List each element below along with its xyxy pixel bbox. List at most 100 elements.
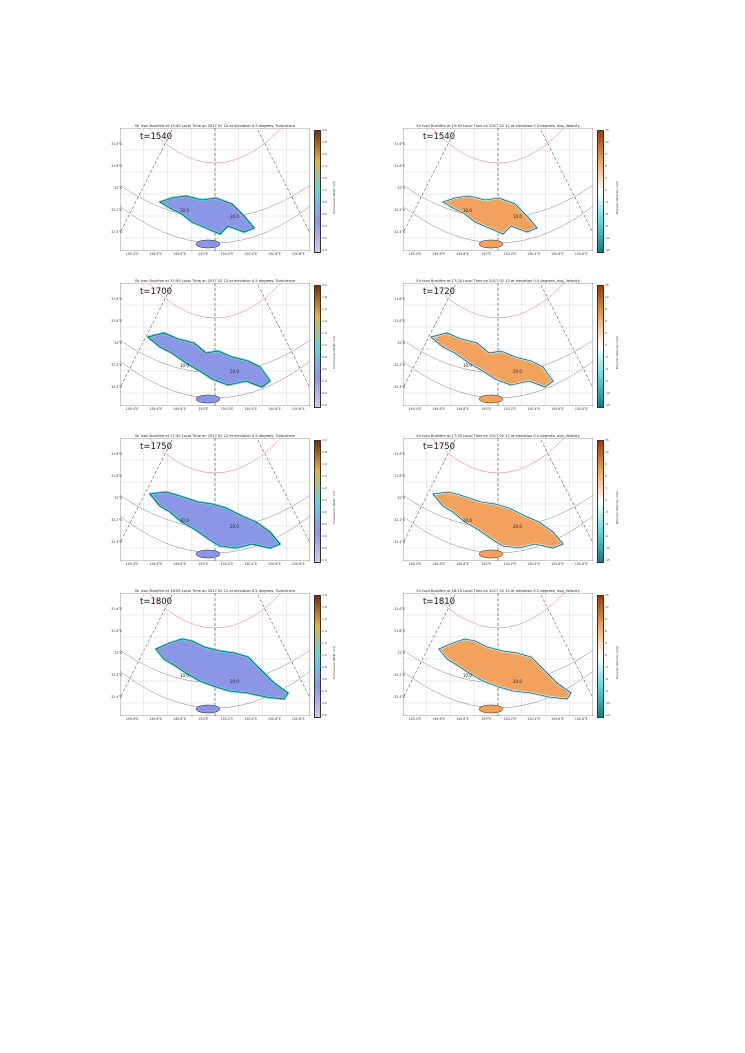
latitude-label: 32°S [114, 651, 122, 655]
contour-label: 10.0 [180, 518, 189, 523]
latitude-label: 32.2°S [111, 518, 122, 522]
velocity-panel: Sir Ivan Bushfire at 18:10 Local Time on… [394, 589, 619, 731]
panel-title: Sir Ivan Bushfire at 18:10 Local Time on… [416, 589, 580, 593]
colorbar-tick: 2.0 [322, 283, 327, 287]
latitude-label: 32.4°S [394, 540, 405, 544]
colorbar-tick: 0 [605, 498, 607, 502]
colorbar-tick: 0.8 [322, 510, 327, 514]
colorbar-tick: 0.4 [322, 534, 327, 538]
time-label: t=1750 [423, 442, 456, 452]
colorbar-tick: 0.2 [322, 546, 327, 550]
colorbar-tick: -6 [605, 677, 608, 681]
colorbar-tick: 0 [605, 188, 607, 192]
colorbar-tick: -9 [605, 689, 608, 693]
colorbar-tick: 3 [605, 331, 607, 335]
longitude-label: 150°E [481, 562, 492, 566]
latitude-label: 31.6°S [111, 142, 122, 146]
longitude-label: 150°E [198, 562, 209, 566]
plume-contour [155, 638, 289, 700]
longitude-label: 150.4°E [527, 562, 541, 566]
time-label: t=1810 [423, 597, 456, 607]
longitude-label: 149.6°E [149, 717, 163, 721]
colorbar-label: Doppler Velocity (m/s) [615, 335, 619, 369]
time-label: t=1750 [140, 442, 173, 452]
colorbar-tick: 0.8 [322, 200, 327, 204]
colorbar-tick: 1.8 [322, 450, 327, 454]
contour-label: 10.0 [180, 673, 189, 678]
colorbar-tick: 0 [605, 653, 607, 657]
latitude-label: 31.6°S [111, 297, 122, 301]
plume-contour [442, 195, 538, 235]
longitude-label: 149.4°E [125, 562, 139, 566]
plume-fragment [478, 704, 504, 714]
colorbar-tick: 1.4 [322, 474, 327, 478]
colorbar-tick: 15 [605, 593, 609, 597]
latitude-label: 32°S [397, 496, 405, 500]
plume-contour [149, 491, 281, 549]
plume-fragment [195, 239, 221, 249]
colorbar-tick: 0.6 [322, 677, 327, 681]
longitude-label: 150.2°E [220, 562, 234, 566]
longitude-label: 149.8°E [173, 407, 186, 411]
sector-line [120, 284, 173, 389]
colorbar-tick: 1.0 [322, 653, 327, 657]
longitude-label: 150.2°E [503, 407, 517, 411]
longitude-label: 149.6°E [149, 562, 163, 566]
longitude-label: 150.8°E [574, 562, 588, 566]
longitude-label: 150.6°E [268, 252, 281, 256]
longitude-label: 150.8°E [291, 407, 305, 411]
panel-title: Sir Ivan Bushfire at 17:50 Local Time on… [134, 434, 296, 438]
velocity-panel: Sir Ivan Bushfire at 17:20 Local Time on… [394, 279, 619, 421]
sector-line [540, 284, 593, 389]
colorbar [597, 440, 604, 563]
colorbar-tick: -12 [605, 236, 610, 240]
sector-line [403, 284, 456, 389]
longitude-label: 150.4°E [244, 407, 258, 411]
panel-title: Sir Ivan Bushfire at 17:00 Local Time on… [134, 279, 296, 283]
sector-line [540, 594, 593, 699]
longitude-label: 149.8°E [173, 252, 186, 256]
colorbar-tick: 15 [605, 128, 609, 132]
range-ring [148, 593, 282, 629]
longitude-label: 149.6°E [149, 252, 163, 256]
contour-label: 10.0 [513, 214, 522, 219]
colorbar-tick: 0.2 [322, 701, 327, 705]
colorbar-tick: 0.2 [322, 236, 327, 240]
longitude-label: 150.6°E [551, 252, 564, 256]
longitude-label: 149.4°E [125, 252, 139, 256]
colorbar-tick: 0.6 [322, 522, 327, 526]
latitude-label: 31.6°S [111, 452, 122, 456]
colorbar-tick: -6 [605, 212, 608, 216]
contour-label: 10.0 [230, 214, 239, 219]
latitude-label: 32.4°S [111, 540, 122, 544]
range-ring [431, 593, 565, 629]
longitude-label: 150.4°E [244, 562, 258, 566]
colorbar [597, 595, 604, 718]
plume-fragment [478, 549, 504, 559]
colorbar-tick: 2.0 [322, 593, 327, 597]
colorbar-tick: -3 [605, 200, 608, 204]
latitude-label: 32.2°S [111, 673, 122, 677]
latitude-label: 31.8°S [394, 629, 405, 633]
contour-label: 20.0 [513, 369, 522, 374]
longitude-label: 150.6°E [268, 562, 281, 566]
latitude-label: 32°S [397, 341, 405, 345]
panel-title: Sir Ivan Bushfire at 15:40 Local Time on… [134, 124, 296, 128]
latitude-label: 31.8°S [394, 319, 405, 323]
longitude-label: 150.6°E [268, 407, 281, 411]
colorbar-tick: -15 [605, 713, 610, 717]
colorbar-tick: 15 [605, 438, 609, 442]
colorbar-tick: 1.2 [322, 176, 327, 180]
contour-label: 10.0 [180, 363, 189, 368]
longitude-label: 150°E [481, 717, 492, 721]
contour-label: 10.0 [463, 673, 472, 678]
latitude-label: 31.8°S [394, 474, 405, 478]
colorbar-tick: 0.4 [322, 224, 327, 228]
radar-map: 10.0 20.0 [120, 438, 310, 561]
plume-fragment [478, 239, 504, 249]
time-label: t=1540 [140, 132, 173, 142]
latitude-label: 32.2°S [394, 673, 405, 677]
colorbar-tick: 9 [605, 462, 607, 466]
sector-line [403, 594, 456, 699]
latitude-label: 32°S [114, 341, 122, 345]
